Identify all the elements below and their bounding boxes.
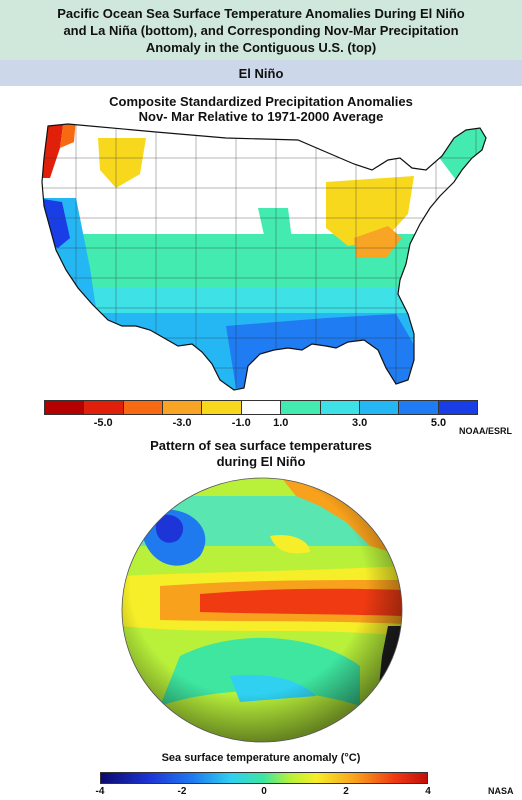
sst-title-line-1: Pattern of sea surface temperatures xyxy=(150,438,372,453)
precip-colorbar-segment xyxy=(163,401,203,414)
us-precip-anomaly-map xyxy=(41,123,487,391)
precip-colorbar-segment xyxy=(438,401,477,414)
header-line-1: Pacific Ocean Sea Surface Temperature An… xyxy=(57,5,465,21)
precip-colorbar xyxy=(44,400,478,415)
precip-colorbar-tick: -5.0 xyxy=(93,417,113,429)
precip-colorbar-segment xyxy=(202,401,242,414)
sst-colorbar xyxy=(100,772,428,784)
precip-colorbar-tick: 1.0 xyxy=(273,417,289,429)
pacific-sst-globe xyxy=(121,477,403,743)
precip-colorbar-segment xyxy=(123,401,164,414)
precip-map-title-line-1: Composite Standardized Precipitation Ano… xyxy=(109,94,413,109)
precip-colorbar-segment xyxy=(241,401,282,414)
precip-colorbar-segment xyxy=(84,401,124,414)
sst-colorbar-tick: 0 xyxy=(261,786,267,797)
precip-colorbar-segment xyxy=(320,401,360,414)
precip-colorbar-segment xyxy=(45,401,85,414)
precip-colorbar-tick: -1.0 xyxy=(231,417,251,429)
header-line-2: and La Niña (bottom), and Corresponding … xyxy=(63,22,459,38)
header-line-3: Anomaly in the Contiguous U.S. (top) xyxy=(145,39,377,55)
noaa-credit: NOAA/ESRL xyxy=(459,426,513,436)
precip-map-title-line-2: Nov- Mar Relative to 1971-2000 Average xyxy=(138,109,384,124)
precip-colorbar-segment xyxy=(281,401,321,414)
precip-colorbar-segment xyxy=(399,401,439,414)
precip-colorbar-tick: 3.0 xyxy=(351,417,368,429)
sst-colorbar-tick: -2 xyxy=(177,786,187,797)
precip-colorbar-tick: -3.0 xyxy=(172,417,192,429)
page-header: Pacific Ocean Sea Surface Temperature An… xyxy=(0,0,522,60)
sst-title: Pattern of sea surface temperatures duri… xyxy=(0,438,522,470)
nasa-credit: NASA xyxy=(488,786,514,796)
sst-title-line-2: during El Niño xyxy=(216,454,306,469)
sst-colorbar-tick: 2 xyxy=(343,786,349,797)
section-label: El Niño xyxy=(0,60,522,86)
precip-colorbar-tick: 5.0 xyxy=(430,417,447,429)
sst-colorbar-label: Sea surface temperature anomaly (°C) xyxy=(161,752,361,764)
precip-colorbar-segment xyxy=(359,401,400,414)
sst-colorbar-tick: -4 xyxy=(95,786,105,797)
sst-colorbar-tick: 4 xyxy=(425,786,431,797)
precip-map-title: Composite Standardized Precipitation Ano… xyxy=(0,94,522,124)
